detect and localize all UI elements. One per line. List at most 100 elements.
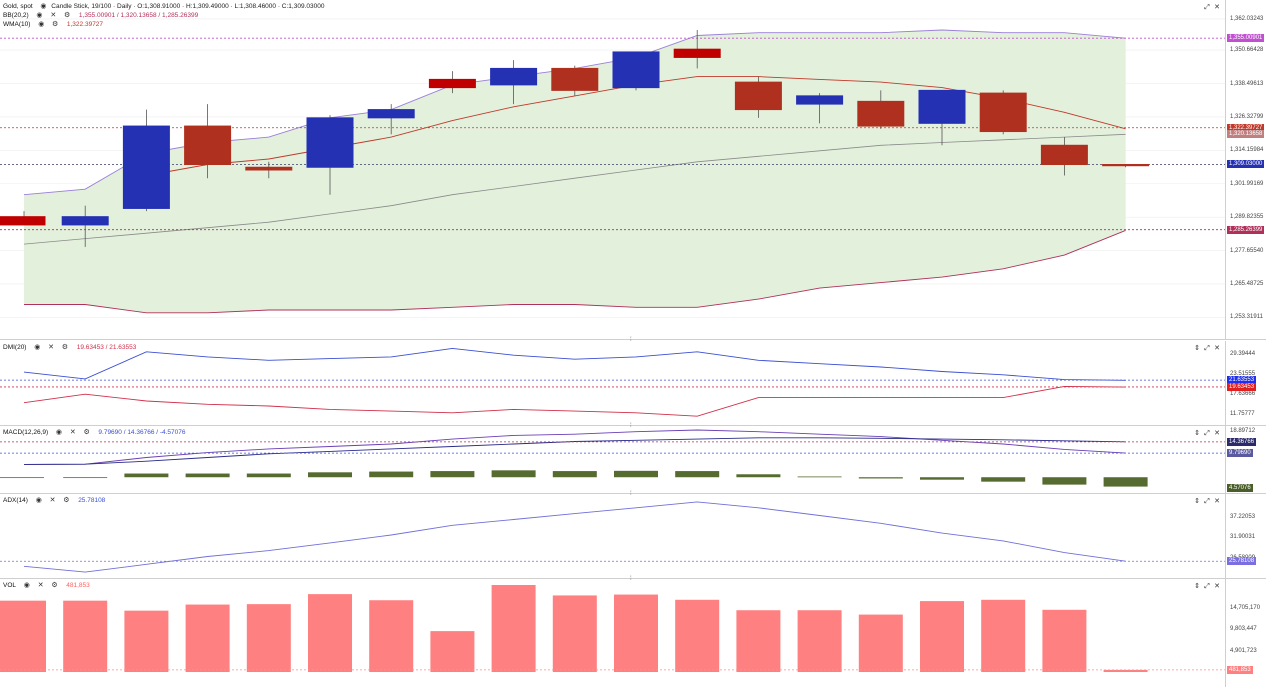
macd-histogram-bar (0, 477, 44, 479)
axis-value-tag: 21.63553 (1227, 376, 1257, 385)
adx-pane[interactable]: ADX(14) ◉ ✕ ⚙ 25.78108 ⇕ ⤢ ✕ 37.22053 31.90… (0, 494, 1266, 579)
gear-icon[interactable]: ⚙ (51, 20, 59, 28)
macd-histogram-bar (1103, 477, 1148, 487)
close-icon[interactable]: ✕ (1214, 345, 1220, 352)
close-icon[interactable]: ✕ (1214, 498, 1220, 505)
candle (979, 92, 1027, 133)
candle (122, 125, 170, 209)
candle (428, 78, 476, 89)
close-icon[interactable]: ✕ (48, 343, 55, 351)
axis-tick-label: 1,301.99169 (1230, 180, 1264, 187)
adx-chart[interactable] (0, 494, 1226, 579)
macd-histogram-bar (246, 473, 291, 478)
macd-histogram-bar (858, 477, 903, 479)
resize-handle[interactable]: ⁞ (630, 423, 632, 429)
macd-pane[interactable]: MACD(12,26,9) ◉ ✕ ⚙ 9.79690 / 14.36766 /… (0, 426, 1266, 494)
close-icon[interactable]: ✕ (37, 581, 44, 589)
maximize-icon[interactable]: ⤢ (1204, 430, 1210, 437)
maximize-icon[interactable]: ⤢ (1204, 498, 1210, 505)
move-up-down-icon[interactable]: ⇕ (1194, 430, 1200, 437)
gear-icon[interactable]: ⚙ (61, 343, 69, 351)
move-up-down-icon[interactable]: ⇕ (1194, 583, 1200, 590)
axis-tick-label: 1,289.82355 (1230, 214, 1264, 221)
axis-tick-label: 1,326.32799 (1230, 113, 1264, 120)
volume-axis[interactable]: 14,705,170 9,803,447 4,901,723 481,853 (1225, 579, 1266, 687)
macd-histogram-bar (430, 471, 475, 478)
vol-pane-controls: ⇕ ⤢ ✕ (1192, 582, 1222, 591)
close-icon[interactable]: ✕ (69, 428, 76, 436)
volume-bar (981, 599, 1026, 672)
macd-histogram-bar (552, 471, 597, 478)
close-icon[interactable]: ✕ (1214, 4, 1220, 11)
price-pane[interactable]: Gold, spot ◉ Candle Stick, 19/100 · Dail… (0, 0, 1266, 340)
macd-histogram-bar (920, 477, 964, 480)
bb-values: 1,355.00901 / 1,320.13658 / 1,285.26399 (78, 12, 199, 19)
price-axis[interactable]: 1,362.03243 1,350.66428 1,338.49613 1,326.3… (1225, 0, 1266, 339)
volume-pane[interactable]: VOL ◉ ✕ ⚙ 481,853 ⇕ ⤢ ✕ 14,705,170 9,803,44… (0, 579, 1266, 687)
close-icon[interactable]: ✕ (49, 496, 56, 504)
macd-chart[interactable] (0, 426, 1226, 494)
maximize-icon[interactable]: ⤢ (1204, 345, 1210, 352)
dmi-pane[interactable]: DMI(20) ◉ ✕ ⚙ 19.63453 / 21.63553 ⇕ ⤢ ✕ 29… (0, 341, 1266, 426)
candle (612, 51, 660, 89)
volume-bar (736, 610, 781, 672)
resize-handle[interactable]: ⁞ (630, 576, 632, 582)
macd-line (23, 429, 1126, 465)
eye-icon[interactable]: ◉ (23, 581, 30, 589)
volume-bar (1103, 669, 1148, 672)
price-chart[interactable] (0, 0, 1226, 340)
axis-tick-label: 23.51555 (1230, 370, 1256, 377)
resize-handle[interactable]: ⁞ (630, 337, 632, 343)
eye-icon[interactable]: ◉ (34, 343, 41, 351)
eye-icon[interactable]: ◉ (38, 20, 45, 28)
candle (306, 117, 354, 168)
axis-tick-label: 18.89712 (1230, 427, 1256, 434)
maximize-icon[interactable]: ⤢ (1204, 4, 1210, 11)
vol-header: VOL ◉ ✕ ⚙ 481,853 (3, 581, 90, 590)
bb-label: BB(20,2) (3, 12, 29, 19)
close-icon[interactable]: ✕ (1214, 430, 1220, 437)
eye-icon[interactable]: ◉ (55, 428, 63, 436)
close-icon[interactable]: ✕ (50, 11, 57, 19)
volume-bar (308, 594, 352, 672)
gear-icon[interactable]: ⚙ (51, 581, 58, 589)
axis-tick-label: 37.22053 (1230, 513, 1256, 520)
move-up-down-icon[interactable]: ⇕ (1194, 345, 1200, 352)
eye-icon[interactable]: ◉ (40, 2, 47, 10)
candle (551, 67, 599, 91)
axis-value-tag: 19.63453 (1227, 382, 1257, 391)
vol-value: 481,853 (66, 582, 90, 589)
axis-value-tag: 1,285.26399 (1227, 225, 1265, 234)
axis-tick-label: 9,803,447 (1230, 626, 1257, 633)
adx-line (23, 501, 1126, 573)
axis-tick-label: 1,314.15984 (1230, 147, 1264, 154)
candle (918, 89, 966, 124)
dmi-header: DMI(20) ◉ ✕ ⚙ 19.63453 / 21.63553 (3, 343, 136, 352)
dmi-chart[interactable] (0, 341, 1226, 426)
candle (673, 48, 721, 58)
maximize-icon[interactable]: ⤢ (1204, 583, 1210, 590)
gear-icon[interactable]: ⚙ (63, 496, 70, 504)
axis-value-tag: 14.36766 (1227, 437, 1257, 446)
move-up-down-icon[interactable]: ⇕ (1194, 498, 1200, 505)
gear-icon[interactable]: ⚙ (63, 11, 71, 19)
volume-bar (369, 600, 414, 672)
axis-value-tag: 4.57076 (1227, 484, 1253, 493)
volume-bar (614, 594, 658, 672)
dmi-axis[interactable]: 29.39444 23.51555 17.63666 11.75777 21.63553… (1225, 341, 1266, 425)
close-icon[interactable]: ✕ (1214, 583, 1220, 590)
eye-icon[interactable]: ◉ (35, 496, 42, 504)
minus-di-line (23, 385, 1126, 417)
axis-tick-label: 31.90031 (1230, 534, 1256, 541)
axis-value-tag: 1,355.00901 (1227, 34, 1265, 43)
macd-axis[interactable]: 18.89712 14.36766 9.79690 4.57076 (1225, 426, 1266, 493)
volume-chart[interactable] (0, 579, 1226, 687)
gear-icon[interactable]: ⚙ (83, 428, 90, 436)
macd-histogram-bar (185, 473, 230, 478)
axis-tick-label: 17.63666 (1230, 390, 1256, 397)
eye-icon[interactable]: ◉ (36, 11, 43, 19)
axis-value-tag: 9.79690 (1227, 449, 1253, 458)
volume-bar (920, 601, 964, 672)
resize-handle[interactable]: ⁞ (630, 491, 632, 497)
